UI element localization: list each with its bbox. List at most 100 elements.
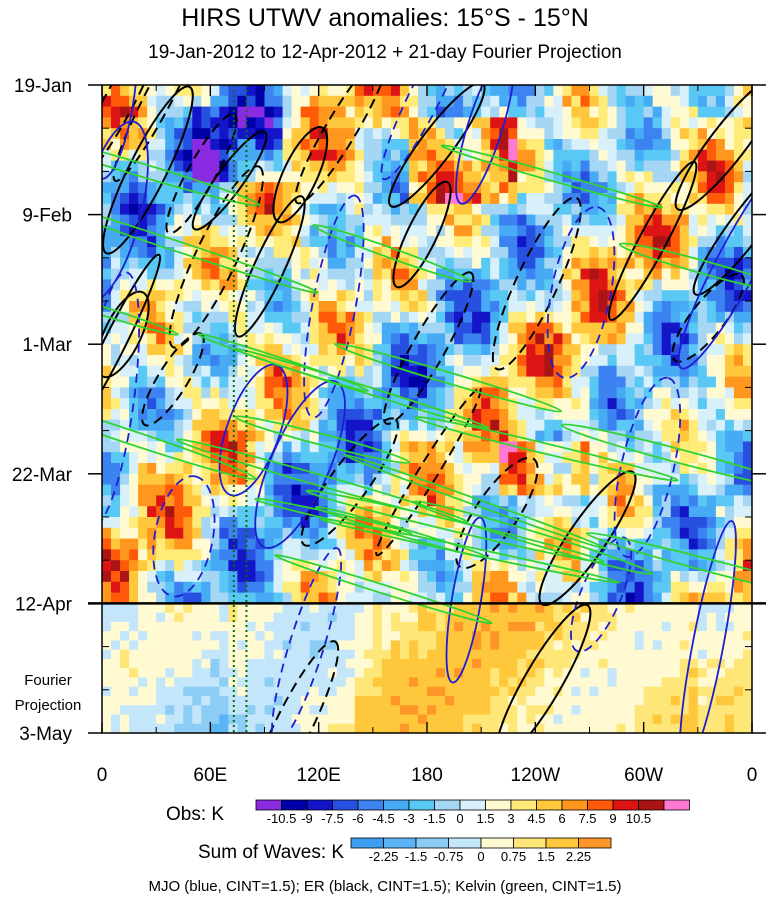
obs-cell bbox=[553, 193, 564, 205]
obs-cell bbox=[499, 592, 509, 604]
obs-cell bbox=[138, 495, 148, 507]
obs-cell bbox=[661, 333, 672, 345]
obs-cell bbox=[147, 495, 157, 507]
er-contour bbox=[272, 126, 329, 224]
obs-cell bbox=[408, 322, 419, 334]
obs-cell bbox=[237, 85, 248, 97]
obs-cell bbox=[724, 452, 735, 464]
waves-cell bbox=[715, 723, 726, 733]
waves-cell bbox=[697, 640, 708, 651]
waves-cell bbox=[165, 640, 175, 651]
obs-colorbar-level-label: 7.5 bbox=[578, 811, 596, 826]
waves-cell bbox=[282, 677, 293, 688]
obs-cell bbox=[562, 506, 573, 518]
er-contour bbox=[375, 387, 482, 557]
obs-cell bbox=[327, 495, 338, 507]
obs-cell bbox=[499, 128, 509, 140]
waves-cell bbox=[481, 677, 491, 688]
waves-cell bbox=[210, 714, 220, 725]
obs-cell bbox=[562, 322, 573, 334]
waves-cell bbox=[589, 705, 600, 716]
waves-cell bbox=[742, 723, 752, 733]
obs-cell bbox=[472, 344, 482, 356]
obs-cell bbox=[390, 236, 401, 248]
obs-cell bbox=[408, 95, 419, 108]
obs-cell bbox=[670, 311, 681, 324]
obs-cell bbox=[354, 398, 365, 410]
obs-cell bbox=[264, 344, 275, 356]
obs-cell bbox=[273, 322, 284, 334]
waves-cell bbox=[688, 723, 699, 733]
obs-cell bbox=[327, 257, 338, 270]
obs-cell bbox=[210, 214, 220, 226]
waves-cell bbox=[408, 695, 419, 706]
obs-cell bbox=[282, 441, 293, 453]
obs-cell bbox=[282, 290, 293, 302]
obs-cell bbox=[670, 506, 681, 518]
waves-cell bbox=[490, 695, 500, 706]
obs-cell bbox=[706, 495, 717, 507]
obs-cell bbox=[643, 452, 654, 464]
waves-cell bbox=[354, 686, 365, 697]
waves-cell bbox=[427, 658, 437, 669]
obs-cell bbox=[291, 355, 302, 367]
obs-cell bbox=[652, 182, 663, 194]
obs-cell bbox=[544, 452, 554, 464]
waves-cell bbox=[661, 612, 672, 623]
obs-cell bbox=[517, 149, 527, 162]
obs-cell bbox=[589, 301, 600, 313]
obs-cell bbox=[174, 128, 184, 140]
obs-cell bbox=[399, 506, 410, 518]
obs-cell bbox=[354, 203, 365, 216]
obs-cell bbox=[318, 344, 329, 356]
obs-cell bbox=[309, 441, 320, 453]
waves-cell bbox=[273, 714, 284, 725]
obs-cell bbox=[508, 128, 518, 140]
waves-cell bbox=[715, 631, 726, 642]
obs-cell bbox=[399, 117, 410, 129]
obs-cell bbox=[381, 484, 392, 496]
obs-cell bbox=[634, 517, 645, 529]
waves-cell bbox=[300, 686, 311, 697]
obs-cell bbox=[535, 139, 545, 151]
obs-colorbar-level-label: 9 bbox=[609, 811, 616, 826]
obs-cell bbox=[282, 117, 293, 129]
obs-cell bbox=[733, 387, 744, 399]
obs-cell bbox=[697, 419, 708, 432]
obs-cell bbox=[129, 484, 139, 496]
obs-cell bbox=[571, 279, 582, 291]
x-tick-label: 180 bbox=[411, 765, 443, 786]
obs-cell bbox=[598, 549, 609, 561]
obs-cell bbox=[390, 106, 401, 118]
obs-cell bbox=[634, 106, 645, 118]
waves-cell bbox=[336, 714, 347, 725]
obs-cell bbox=[427, 322, 437, 334]
obs-cell bbox=[408, 430, 419, 442]
waves-cell bbox=[156, 640, 166, 651]
obs-cell bbox=[508, 225, 518, 237]
obs-cell bbox=[237, 128, 248, 140]
waves-cell bbox=[598, 612, 609, 623]
obs-cell bbox=[427, 495, 437, 507]
obs-cell bbox=[517, 225, 527, 237]
obs-cell bbox=[318, 571, 329, 583]
obs-cell bbox=[634, 387, 645, 399]
obs-cell bbox=[706, 592, 717, 604]
obs-cell bbox=[580, 117, 591, 129]
waves-cell bbox=[318, 640, 329, 651]
obs-cell bbox=[445, 203, 455, 216]
obs-cell bbox=[246, 365, 257, 378]
obs-cell bbox=[300, 290, 311, 302]
obs-cell bbox=[580, 376, 591, 388]
obs-cell bbox=[661, 311, 672, 324]
waves-cell bbox=[724, 668, 735, 679]
obs-cell bbox=[111, 441, 121, 453]
obs-cell bbox=[634, 365, 645, 378]
obs-cell bbox=[598, 171, 609, 183]
obs-cell bbox=[291, 452, 302, 464]
obs-cell bbox=[589, 452, 600, 464]
obs-cell bbox=[652, 171, 663, 183]
obs-cell bbox=[571, 592, 582, 604]
waves-cell bbox=[192, 686, 202, 697]
obs-cell bbox=[445, 538, 455, 550]
